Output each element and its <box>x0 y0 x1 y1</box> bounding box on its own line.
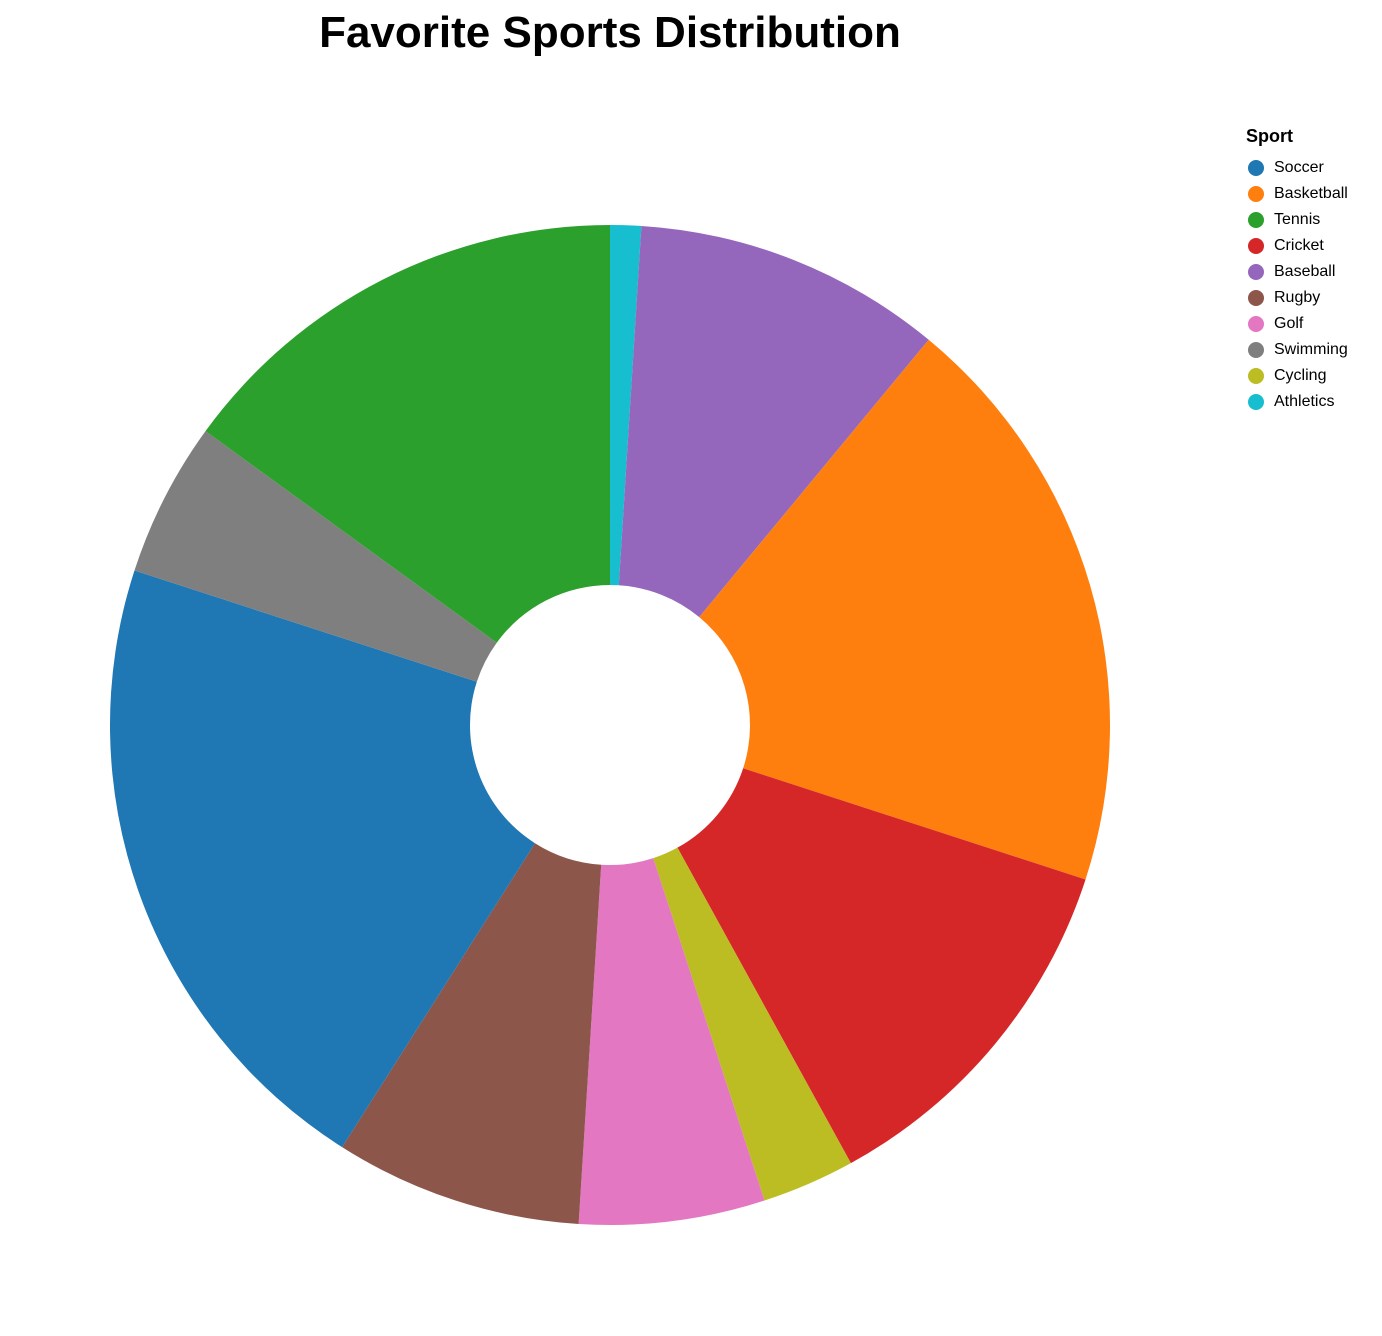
legend-item-swimming: Swimming <box>1246 337 1348 363</box>
legend-item-basketball: Basketball <box>1246 181 1348 207</box>
legend-label: Cycling <box>1274 367 1327 384</box>
legend-item-rugby: Rugby <box>1246 285 1348 311</box>
legend-swatch-icon <box>1248 316 1264 332</box>
slice-tennis <box>205 225 610 643</box>
slice-baseball <box>618 225 929 618</box>
legend-swatch-icon <box>1248 342 1264 358</box>
legend-swatch-icon <box>1248 264 1264 280</box>
legend-item-tennis: Tennis <box>1246 207 1348 233</box>
slice-basketball <box>699 339 1110 880</box>
chart-title: Favorite Sports Distribution <box>319 8 901 57</box>
legend-swatch-icon <box>1248 160 1264 176</box>
legend-swatch-icon <box>1248 238 1264 254</box>
legend-label: Rugby <box>1274 289 1321 306</box>
legend: Sport Soccer Basketball Tennis Cricket Baseb… <box>1246 126 1348 415</box>
slice-rugby <box>342 843 602 1225</box>
donut-slices <box>109 225 1110 1225</box>
legend-label: Golf <box>1274 315 1304 332</box>
slice-soccer <box>109 570 535 1148</box>
slice-cycling <box>653 847 851 1201</box>
legend-swatch-icon <box>1248 186 1264 202</box>
legend-swatch-icon <box>1248 212 1264 228</box>
legend-swatch-icon <box>1248 394 1264 410</box>
slice-cricket <box>677 768 1086 1164</box>
legend-title: Sport <box>1246 126 1293 146</box>
legend-item-cricket: Cricket <box>1246 233 1348 259</box>
legend-label: Basketball <box>1274 185 1348 202</box>
legend-swatch-icon <box>1248 368 1264 384</box>
slice-golf <box>578 858 765 1225</box>
legend-label: Soccer <box>1274 159 1324 176</box>
slice-swimming <box>134 431 497 682</box>
legend-label: Cricket <box>1274 237 1324 254</box>
slice-athletics <box>610 225 642 586</box>
legend-swatch-icon <box>1248 290 1264 306</box>
legend-item-soccer: Soccer <box>1246 155 1348 181</box>
legend-items: Soccer Basketball Tennis Cricket Baseball Rug… <box>1246 155 1348 415</box>
legend-label: Baseball <box>1274 263 1336 280</box>
legend-item-cycling: Cycling <box>1246 363 1348 389</box>
legend-item-golf: Golf <box>1246 311 1348 337</box>
legend-label: Tennis <box>1274 211 1321 228</box>
legend-item-athletics: Athletics <box>1246 389 1348 415</box>
donut-chart <box>109 225 1110 1225</box>
legend-label: Swimming <box>1274 341 1348 358</box>
legend-item-baseball: Baseball <box>1246 259 1348 285</box>
legend-label: Athletics <box>1274 393 1335 410</box>
